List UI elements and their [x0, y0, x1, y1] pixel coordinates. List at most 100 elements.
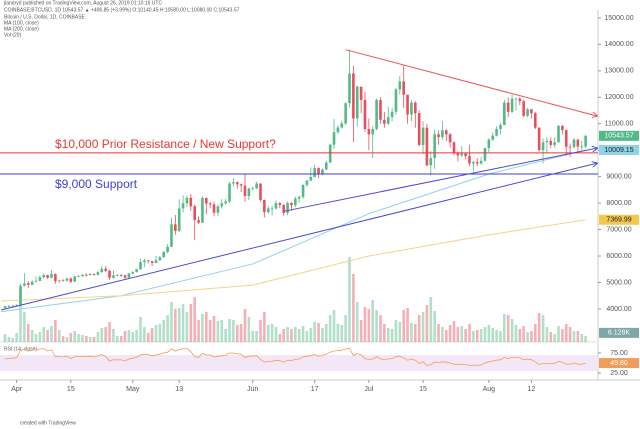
x-tick-label: Aug [483, 386, 496, 393]
volume-bar [348, 257, 351, 342]
volume-bar [162, 320, 166, 342]
candle-body [522, 101, 525, 116]
candle-body [270, 208, 274, 210]
volume-bar [537, 313, 541, 342]
candle-body [309, 176, 313, 181]
volume-bar [212, 316, 216, 342]
volume-bar [444, 330, 448, 342]
volume-bar [464, 329, 467, 342]
volume-bar [487, 325, 491, 342]
candle-body [162, 252, 166, 258]
candle-body [54, 274, 57, 282]
candle-body [367, 129, 371, 135]
candle-body [263, 199, 266, 213]
volume-bar [425, 305, 429, 342]
volume-bar [352, 274, 355, 342]
volume-bar [61, 336, 65, 342]
candle-body [251, 188, 255, 190]
x-tick-label: 12 [528, 386, 536, 393]
volume-bar [104, 327, 107, 342]
volume-bar [123, 331, 127, 342]
volume-bar [495, 330, 498, 342]
candle-body [425, 127, 429, 166]
legend-entry: MA (200, close) [4, 26, 39, 32]
volume-bar [239, 324, 243, 342]
candle-body [491, 135, 495, 140]
volume-bar [208, 320, 212, 342]
candle-body [282, 204, 286, 213]
candle-body [42, 275, 46, 278]
candle-body [475, 162, 479, 164]
candle-body [394, 89, 398, 112]
volume-bar [205, 312, 208, 342]
volume-bar [332, 310, 336, 342]
volume-bar [286, 327, 289, 342]
price-badge-label: 49.80 [610, 360, 628, 367]
volume-bar [50, 326, 53, 342]
candle-body [414, 102, 417, 114]
candle-body [104, 268, 107, 271]
candle-body [112, 275, 115, 278]
candle-body [479, 160, 483, 164]
y-tick-label: 12000.00 [604, 94, 633, 101]
candle-body [181, 203, 185, 209]
volume-bar [77, 334, 80, 342]
candle-body [305, 180, 309, 185]
volume-bar [127, 330, 131, 342]
candle-body [576, 139, 580, 147]
candle-body [197, 220, 200, 223]
volume-bar [375, 310, 378, 342]
volume-bar [69, 333, 73, 342]
candle-body [503, 102, 506, 126]
volume-bar [201, 314, 204, 342]
candle-body [274, 203, 278, 209]
volume-bar [19, 290, 22, 342]
candle-body [266, 208, 270, 213]
candle-body [88, 274, 92, 276]
candle-body [561, 125, 564, 131]
candle-body [537, 127, 541, 151]
candle-body [150, 261, 154, 263]
price-badge [599, 327, 639, 338]
candle-body [487, 139, 491, 149]
volume-bar [301, 326, 305, 342]
candle-body [65, 278, 69, 281]
volume-bar [96, 332, 100, 342]
volume-bar [336, 324, 340, 342]
candle-body [398, 81, 402, 90]
candle-body [317, 167, 320, 175]
y-tick-label: 6000.00 [606, 253, 631, 260]
volume-bar [383, 324, 386, 342]
candle-body [336, 127, 340, 133]
y-tick-label: 14000.00 [604, 41, 633, 48]
candle-body [146, 260, 150, 262]
volume-bar [15, 333, 18, 342]
candle-body [34, 280, 38, 282]
volume-bar [460, 326, 464, 342]
volume-bar [530, 331, 533, 342]
candle-body [85, 274, 88, 276]
candle-body [421, 127, 425, 145]
volume-bar [73, 331, 77, 342]
candle-body [429, 158, 433, 166]
rsi-tick-label: 75.00 [610, 350, 628, 357]
volume-bar [135, 330, 138, 342]
volume-bar [235, 325, 239, 342]
volume-bar [433, 311, 436, 342]
volume-bar [174, 309, 177, 342]
volume-bar [220, 320, 224, 342]
volume-bar [367, 309, 371, 342]
candle-body [340, 123, 344, 128]
candle-body [205, 197, 208, 204]
volume-bar [26, 324, 30, 342]
x-tick-label: 17 [311, 386, 319, 393]
candle-body [174, 224, 177, 231]
candle-body [177, 208, 181, 231]
candle-body [212, 204, 216, 213]
candle-body [119, 275, 123, 276]
candle-body [410, 102, 413, 115]
volume-bar [499, 331, 502, 342]
volume-bar [561, 329, 564, 342]
volume-bar [3, 334, 7, 342]
candle-body [580, 146, 584, 148]
